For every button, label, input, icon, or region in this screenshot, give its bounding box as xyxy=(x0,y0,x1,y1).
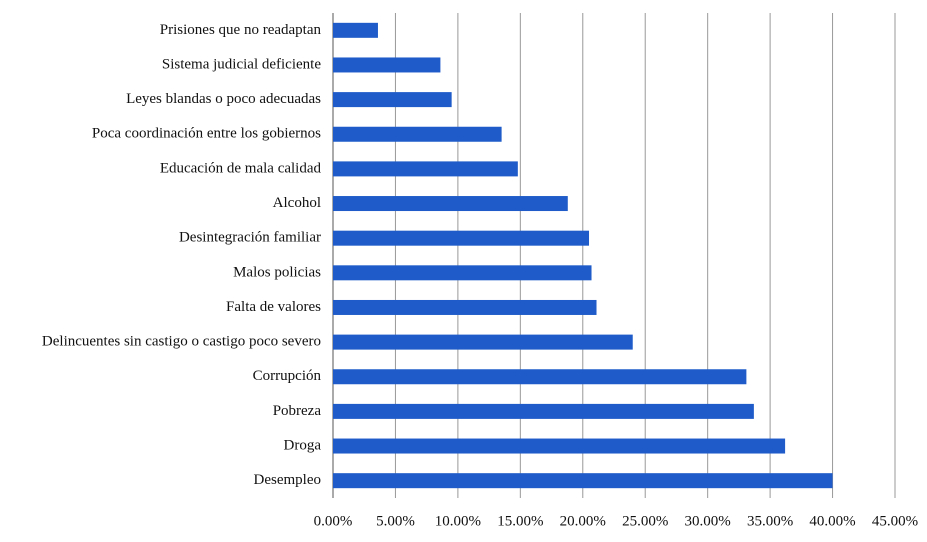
bar xyxy=(333,92,452,108)
bar xyxy=(333,161,518,177)
y-tick-label: Delincuentes sin castigo o castigo poco … xyxy=(42,334,321,350)
y-tick-label: Sistema judicial deficiente xyxy=(162,56,321,72)
bar xyxy=(333,403,754,419)
bar xyxy=(333,438,786,454)
y-tick-label: Leyes blandas o poco adecuadas xyxy=(126,91,321,107)
x-tick-label: 0.00% xyxy=(314,513,353,529)
y-tick-label: Pobreza xyxy=(273,403,322,419)
x-tick-label: 25.00% xyxy=(622,513,668,529)
y-tick-label: Educación de mala calidad xyxy=(160,160,322,176)
y-tick-label: Desintegración familiar xyxy=(179,230,321,246)
bar xyxy=(333,230,590,246)
x-tick-label: 30.00% xyxy=(685,513,731,529)
x-tick-label: 10.00% xyxy=(435,513,481,529)
x-tick-label: 20.00% xyxy=(560,513,606,529)
y-tick-label: Malos policias xyxy=(233,264,321,280)
y-tick-label: Alcohol xyxy=(273,195,321,211)
bar xyxy=(333,126,502,142)
x-tick-label: 35.00% xyxy=(747,513,793,529)
y-tick-label: Falta de valores xyxy=(226,299,321,315)
y-tick-label: Droga xyxy=(284,437,322,453)
x-tick-label: 45.00% xyxy=(872,513,918,529)
bar xyxy=(333,57,441,73)
bar xyxy=(333,369,747,385)
bar xyxy=(333,299,597,315)
bar xyxy=(333,473,833,489)
bar xyxy=(333,22,378,38)
x-tick-label: 15.00% xyxy=(497,513,543,529)
y-tick-label: Prisiones que no readaptan xyxy=(160,22,322,38)
x-tick-label: 5.00% xyxy=(376,513,415,529)
x-tick-label: 40.00% xyxy=(809,513,855,529)
bar xyxy=(333,196,568,212)
y-tick-label: Corrupción xyxy=(253,368,322,384)
bar xyxy=(333,265,592,281)
y-tick-label: Poca coordinación entre los gobiernos xyxy=(92,126,321,142)
y-tick-label: Desempleo xyxy=(254,472,321,488)
bar xyxy=(333,334,633,350)
